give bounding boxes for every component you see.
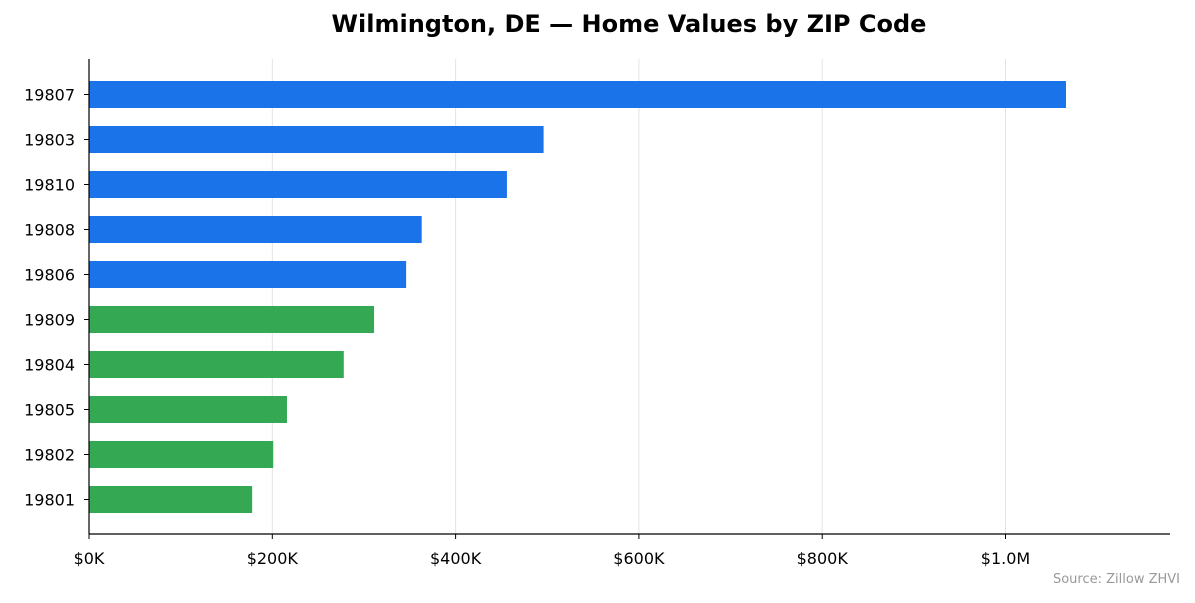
x-ticks: $0K $200K $400K $600K $800K $1.0M [74,534,1030,568]
bar-19802 [89,441,274,468]
x-tick-label: $400K [430,549,482,568]
y-tick-label: 19803 [24,131,75,150]
bar-19803 [89,126,544,153]
bar-19805 [89,396,287,423]
chart-title: Wilmington, DE — Home Values by ZIP Code [331,10,927,38]
y-tick-label: 19810 [24,176,75,195]
y-tick-label: 19807 [24,86,75,105]
y-tick-label: 19808 [24,221,75,240]
x-tick-label: $600K [613,549,665,568]
bars [89,81,1066,513]
y-tick-label: 19801 [24,491,75,510]
bar-19810 [89,171,507,198]
bar-19801 [89,486,253,513]
source-note: Source: Zillow ZHVI [1052,572,1180,587]
bar-19807 [89,81,1066,108]
bar-19806 [89,261,407,288]
x-tick-label: $200K [247,549,299,568]
x-tick-label: $1.0M [981,549,1030,568]
y-tick-label: 19804 [24,356,75,375]
x-tick-label: $800K [797,549,849,568]
y-ticks: 19807 19803 19810 19808 19806 19809 19804 19805… [24,86,89,510]
bar-19804 [89,351,344,378]
y-tick-label: 19809 [24,311,75,330]
bar-19809 [89,306,375,333]
x-tick-label: $0K [74,549,105,568]
bar-19808 [89,216,422,243]
y-tick-label: 19802 [24,446,75,465]
y-tick-label: 19806 [24,266,75,285]
y-tick-label: 19805 [24,401,75,420]
